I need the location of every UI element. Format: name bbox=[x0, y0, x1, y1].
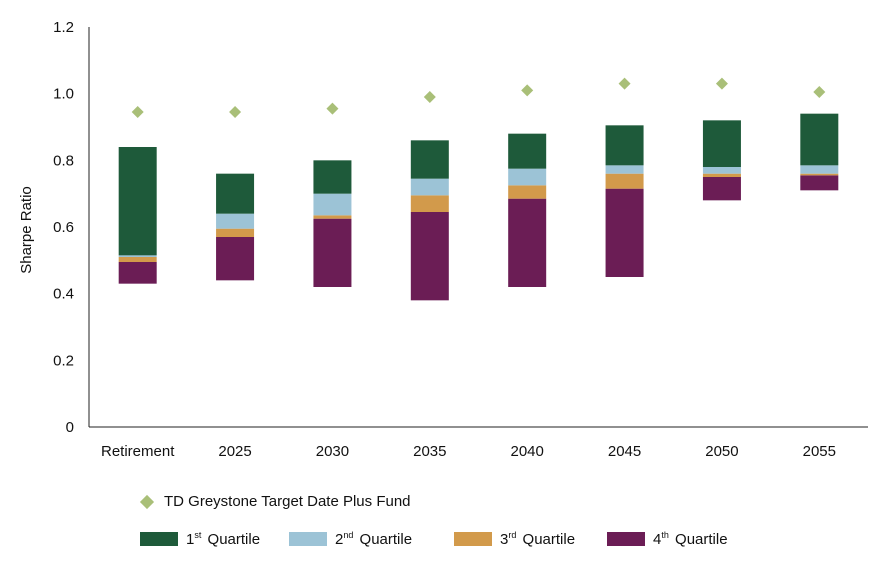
fund-diamond-point bbox=[813, 86, 826, 98]
fund-diamond-point bbox=[715, 77, 728, 90]
x-axis: Retirement 2025 2030 2035 2040 2045 2050 2055 bbox=[89, 426, 868, 460]
bar-segment-q1 bbox=[313, 160, 352, 194]
fund-diamond-point bbox=[326, 102, 339, 115]
y-tick-label: 1.0 bbox=[53, 86, 74, 103]
y-tick-label: 0.8 bbox=[53, 152, 74, 169]
bar-segment-q1 bbox=[800, 113, 839, 166]
bar-segment-q1 bbox=[118, 147, 157, 256]
bar-segment-q2 bbox=[410, 178, 449, 196]
x-tick-label: 2035 bbox=[413, 443, 446, 460]
y-tick-label: 1.2 bbox=[53, 19, 74, 36]
bar-segment-q2 bbox=[118, 255, 157, 257]
x-tick-label: 2050 bbox=[705, 443, 738, 460]
fund-diamond-point bbox=[521, 84, 534, 97]
bar-segment-q3 bbox=[800, 173, 839, 176]
bar-segment-q2 bbox=[508, 168, 547, 186]
bar-segment-q4 bbox=[216, 237, 255, 281]
bar-segment-q4 bbox=[702, 177, 741, 201]
bar-segment-q3 bbox=[313, 215, 352, 219]
x-tick-label: 2040 bbox=[511, 443, 544, 460]
y-axis: 0 0.2 0.4 0.6 0.8 1.0 1.2 bbox=[53, 19, 90, 436]
fund-markers bbox=[131, 77, 826, 118]
bar-segment-q4 bbox=[800, 175, 839, 191]
bar-segment-q3 bbox=[508, 185, 547, 199]
y-axis-label: Sharpe Ratio bbox=[18, 186, 35, 274]
y-tick-label: 0.6 bbox=[53, 219, 74, 236]
bar-segment-q1 bbox=[216, 173, 255, 214]
bar-segment-q4 bbox=[410, 212, 449, 301]
bar-segment-q2 bbox=[702, 167, 741, 174]
bar-segment-q3 bbox=[216, 228, 255, 237]
x-tick-label: 2025 bbox=[218, 443, 251, 460]
bar-segment-q3 bbox=[702, 173, 741, 177]
y-tick-label: 0.2 bbox=[53, 352, 74, 369]
bar-segment-q4 bbox=[508, 198, 547, 287]
y-tick-label: 0.4 bbox=[53, 286, 74, 303]
bar-segment-q4 bbox=[605, 188, 644, 277]
bar-segment-q2 bbox=[216, 213, 255, 229]
bar-segment-q3 bbox=[410, 195, 449, 212]
x-tick-label: Retirement bbox=[101, 443, 175, 460]
quartile-bars bbox=[118, 113, 839, 301]
fund-diamond-point bbox=[229, 106, 242, 118]
x-tick-label: 2045 bbox=[608, 443, 641, 460]
bar-segment-q1 bbox=[702, 120, 741, 167]
fund-diamond-point bbox=[131, 106, 144, 118]
fund-diamond-point bbox=[618, 77, 631, 90]
bar-segment-q4 bbox=[118, 262, 157, 284]
bar-segment-q2 bbox=[605, 165, 644, 174]
x-tick-label: 2055 bbox=[803, 443, 836, 460]
bar-segment-q2 bbox=[800, 165, 839, 174]
y-tick-label: 0 bbox=[66, 419, 74, 436]
bar-segment-q1 bbox=[508, 133, 547, 169]
x-tick-label: 2030 bbox=[316, 443, 349, 460]
bar-segment-q4 bbox=[313, 218, 352, 287]
fund-diamond-point bbox=[423, 91, 436, 103]
bar-segment-q3 bbox=[118, 257, 157, 262]
bar-segment-q1 bbox=[605, 125, 644, 166]
bar-segment-q1 bbox=[410, 140, 449, 179]
bar-segment-q3 bbox=[605, 173, 644, 189]
bar-segment-q2 bbox=[313, 193, 352, 216]
